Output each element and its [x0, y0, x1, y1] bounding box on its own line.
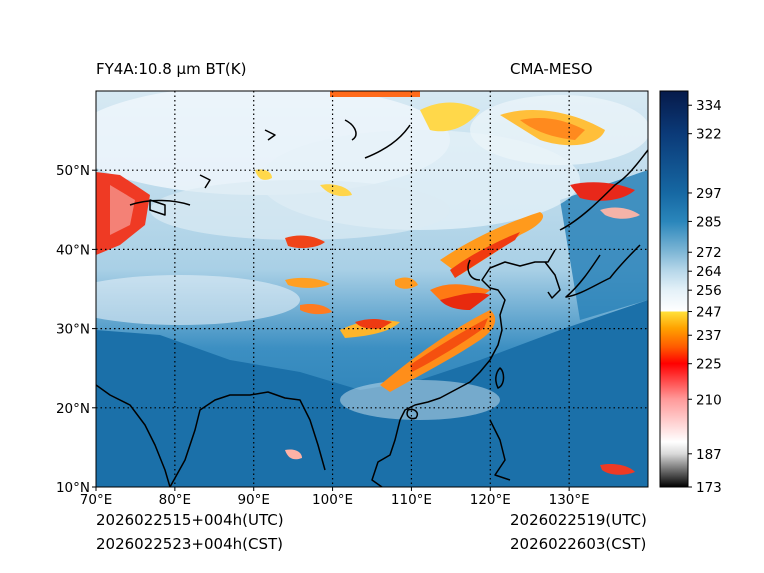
- coast-russia-east: [559, 149, 648, 231]
- lat-tick-label: 40°N: [56, 242, 90, 258]
- colorbar-tick-label: 264: [696, 264, 722, 280]
- lake-baikal: [364, 124, 411, 159]
- colorbar-tick-label: 173: [696, 480, 722, 496]
- coastlines: [96, 119, 648, 487]
- lon-axis: 70°E 80°E 90°E 100°E 110°E 120°E 130°E: [80, 487, 590, 508]
- lon-tick-label: 90°E: [237, 492, 269, 508]
- colorbar-frame: [659, 90, 689, 488]
- graticule: [96, 91, 648, 487]
- init-time-utc: 2026022515+004h(UTC): [96, 511, 284, 529]
- right-title: CMA-MESO: [510, 60, 593, 78]
- map-frame: [95, 90, 649, 488]
- colorbar-fill: [660, 91, 688, 487]
- coast-india: [96, 384, 171, 487]
- coast-philippines: [489, 419, 511, 481]
- lat-tick-label: 10°N: [56, 480, 90, 496]
- left-title: FY4A:10.8 µm BT(K): [96, 60, 247, 78]
- satellite-imagery: [96, 91, 648, 487]
- lat-tick-label: 30°N: [56, 322, 90, 338]
- valid-time-utc: 2026022519(UTC): [510, 511, 647, 529]
- coast-bay-of-bengal: [169, 391, 326, 487]
- coast-hainan-taiwan: [406, 408, 419, 420]
- colorbar-tick-label: 322: [696, 127, 722, 143]
- coast-indochina: [371, 419, 401, 487]
- valid-time-cst: 2026022603(CST): [510, 535, 647, 553]
- lon-tick-label: 110°E: [391, 492, 432, 508]
- lat-tick-label: 20°N: [56, 401, 90, 417]
- colorbar-tick-label: 247: [696, 305, 722, 321]
- colorbar-ticks: 173 187 210 225 237 247 256 264 272 285 297 322 334: [688, 98, 722, 496]
- colorbar-tick-label: 334: [696, 98, 722, 114]
- colorbar-tick-label: 187: [696, 447, 722, 463]
- coast-japan: [565, 244, 641, 298]
- colorbar-tick-label: 237: [696, 328, 722, 344]
- coast-korea: [544, 261, 561, 299]
- lon-tick-label: 80°E: [159, 492, 191, 508]
- colorbar-tick-label: 297: [696, 186, 722, 202]
- init-time-cst: 2026022523+004h(CST): [96, 535, 284, 553]
- colorbar-tick-label: 285: [696, 214, 722, 230]
- lat-axis: 10°N 20°N 30°N 40°N 50°N: [56, 163, 96, 496]
- colorbar-tick-label: 210: [696, 392, 722, 408]
- lon-tick-label: 130°E: [549, 492, 590, 508]
- colorbar-tick-label: 256: [696, 283, 722, 299]
- colorbar-tick-label: 272: [696, 245, 722, 261]
- colorbar: 173 187 210 225 237 247 256 264 272 285 297 322 334: [659, 90, 722, 496]
- coast-china-korea: [399, 249, 556, 421]
- lon-tick-label: 70°E: [80, 492, 112, 508]
- colorbar-tick-label: 225: [696, 357, 722, 373]
- lat-tick-label: 50°N: [56, 163, 90, 179]
- lon-tick-label: 100°E: [312, 492, 353, 508]
- coast-bohai: [467, 259, 481, 281]
- lon-tick-label: 120°E: [470, 492, 511, 508]
